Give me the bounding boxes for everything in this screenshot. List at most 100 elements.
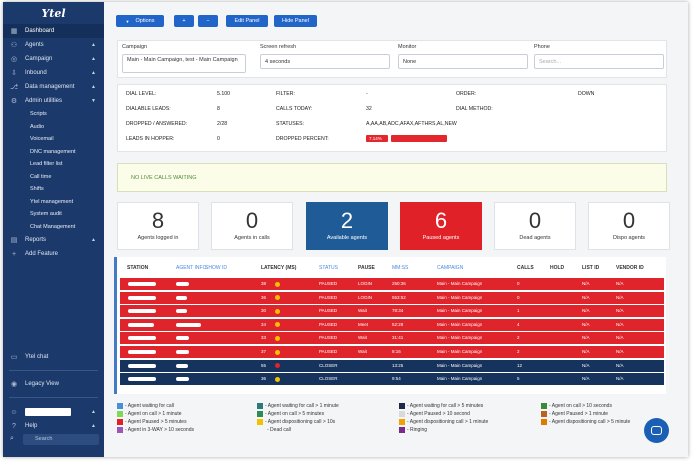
sidebar-search-input[interactable]: Search [23,434,99,445]
sidebar-item-admin-utilities[interactable]: ⚙ Admin utilities ▼ [3,94,104,108]
reports-icon: ▤ [10,237,18,244]
agent-info-redacted[interactable] [176,377,189,382]
legend-label: - Agent dispositioning call > 5 minute [549,419,631,425]
legend-item: - Ringing [399,427,427,433]
col-status[interactable]: STATUS [319,265,338,271]
cell-mmss: 78:34 [392,308,404,314]
legend-label: - Agent on call > 1 minute [125,411,182,417]
agent-info-redacted[interactable] [176,350,189,354]
cell-mmss: 31:41 [392,335,404,341]
stat-card-dead-agents[interactable]: 0 Dead agents [494,202,576,250]
sidebar-item-agents[interactable]: ⚇ Agents ▲ [3,38,104,52]
help-link[interactable]: ? Help ▲ [3,419,104,433]
table-row[interactable]: 38 PAUSED LOGIN 250:36 Main - Main Campaign 0… [120,278,664,290]
table-row[interactable]: 34 PAUSED Meet 52:28 Main - Main Campaign 4 N/… [120,318,664,331]
legend-item: - Agent waiting for call [117,403,174,409]
agent-info-redacted[interactable] [176,282,189,286]
legend-item: - Agent Paused > 5 minutes [117,419,187,425]
cell-calls: 1 [517,308,520,314]
caret-down-icon: ▼ [125,18,130,24]
cell-mmss: 250:36 [392,281,406,286]
legend-swatch [399,427,405,433]
sidebar-item-inbound[interactable]: ⇩ Inbound ▲ [3,66,104,80]
table-row[interactable]: 33 PAUSED Wait 31:41 Main - Main Campaign 2 N/… [120,332,664,345]
sidebar-subitem-system-audit[interactable]: System audit [30,211,62,218]
legend-swatch [541,403,547,409]
col-mmss[interactable]: MM:SS [392,265,409,271]
sidebar-item-campaign[interactable]: ◎ Campaign ▲ [3,52,104,66]
cell-list-id: N/A [582,294,590,300]
agent-info-redacted[interactable] [176,322,201,327]
sidebar-subitem-audio[interactable]: Audio [30,123,45,130]
chat-fab-button[interactable] [644,418,669,443]
agent-info-redacted[interactable] [176,309,187,314]
stat-card-value: 0 [245,208,259,233]
agent-info-redacted[interactable] [176,363,188,368]
sidebar-item-dashboard[interactable]: ▦ Dashboard [3,24,104,38]
cell-list-id: N/A [582,349,590,354]
legend-item: - Agent on call > 1 minute [117,411,182,417]
sidebar-subitem-ytel-management[interactable]: Ytel management [30,198,74,205]
col-campaign[interactable]: CAMPAIGN [437,265,464,271]
stat-card-agents-in-calls[interactable]: 0 Agents in calls [211,202,293,250]
legend-swatch [399,419,405,425]
show-id-link[interactable]: SHOW ID [205,265,227,271]
add-panel-button[interactable]: + [174,15,194,27]
monitor-select[interactable]: None [398,54,528,69]
cell-status: PAUSED [319,281,338,286]
table-row[interactable]: 36 PAUSED LOGIN 553:52 Main - Main Campaign 0… [120,291,664,304]
table-row[interactable]: 36 CLOSER 9:54 Main - Main Campaign 5 N/A N/A [120,373,664,386]
remove-panel-button[interactable]: − [198,15,218,27]
cell-vendor-id: N/A [616,376,624,382]
chevron-icon: ▲ [91,409,96,415]
station-redacted [128,350,156,354]
cell-latency: 30 [261,308,267,314]
table-row[interactable]: 30 PAUSED Wait 78:34 Main - Main Campaign 1 N/… [120,305,664,318]
campaign-select[interactable]: Main - Main Campaign, test - Main Campai… [122,54,246,73]
sidebar-subitem-voicemail[interactable]: Voicemail [30,136,54,143]
stat-card-dispo-agents[interactable]: 0 Dispo agents [588,202,670,250]
stat-card-label: Paused agents [422,235,460,241]
cell-list-id: N/A [582,335,590,341]
sidebar-subitem-shifts[interactable]: Shifts [30,186,44,193]
legacy-view-link[interactable]: ◉ Legacy View [3,377,104,391]
station-redacted [128,322,154,327]
phone-search-input[interactable]: Search... [534,54,664,69]
station-redacted [128,295,156,300]
screen-refresh-select[interactable]: 4 seconds [260,54,390,69]
sidebar-subitem-call-time[interactable]: Call time [30,173,52,180]
cell-calls: 0 [517,294,520,300]
table-row[interactable]: 37 PAUSED Wait 8:16 Main - Main Campaign 2 N/A… [120,346,664,358]
hide-panel-button[interactable]: Hide Panel [274,15,317,27]
col-latency: LATENCY (MS) [261,265,297,271]
cell-list-id: N/A [582,362,590,368]
col-agent-info[interactable]: AGENT INFO [176,265,207,271]
sidebar-item-add-feature[interactable]: + Add Feature [3,247,104,261]
user-menu[interactable]: ☺ ▲ [3,405,104,419]
sidebar-subitem-chat-management[interactable]: Chat Management [30,223,76,230]
add-icon: + [11,250,17,258]
stat-card-agents-logged-in[interactable]: 8 Agents logged in [117,202,199,250]
options-button[interactable]: ▼ Options [116,15,164,27]
table-row[interactable]: 55 CLOSER 13:25 Main - Main Campaign 12 N/A N/… [120,359,664,372]
ytel-chat-link[interactable]: ▭ Ytel chat [3,350,104,364]
sidebar-subitem-lead-filter-list[interactable]: Lead filter list [30,161,63,168]
leads-in-hopper-label: LEADS IN HOPPER: [126,136,175,142]
sidebar-subitem-dnc-management[interactable]: DNC management [30,148,76,155]
order-label: ORDER: [456,91,477,97]
cell-list-id: N/A [582,281,590,286]
edit-panel-button[interactable]: Edit Panel [226,15,268,27]
cell-latency: 38 [261,281,267,286]
station-redacted [128,309,156,314]
agent-info-redacted[interactable] [176,336,189,341]
station-redacted [128,282,156,286]
stat-card-value: 8 [151,208,165,233]
sidebar-item-reports[interactable]: ▤ Reports ▲ [3,233,104,247]
sidebar-item-data-management[interactable]: ⎇ Data management ▲ [3,80,104,94]
stat-card-paused-agents[interactable]: 6 Paused agents [400,202,482,250]
agent-info-redacted[interactable] [176,295,187,300]
stat-card-available-agents[interactable]: 2 Available agents [306,202,388,250]
stat-card-value: 6 [434,208,448,233]
sidebar-subitem-scripts[interactable]: Scripts [30,111,47,118]
chevron-icon: ▲ [91,423,96,429]
